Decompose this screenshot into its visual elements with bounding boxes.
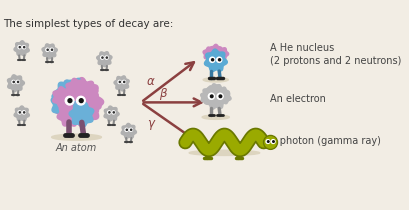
Polygon shape: [54, 78, 103, 127]
Polygon shape: [214, 47, 228, 60]
Circle shape: [50, 48, 53, 51]
Polygon shape: [57, 102, 82, 126]
Polygon shape: [66, 87, 101, 122]
Circle shape: [112, 111, 115, 114]
Circle shape: [13, 81, 14, 83]
Polygon shape: [73, 80, 98, 104]
Circle shape: [272, 141, 274, 142]
Circle shape: [19, 47, 20, 48]
Polygon shape: [204, 49, 227, 72]
Circle shape: [125, 128, 128, 131]
Circle shape: [118, 80, 121, 84]
Circle shape: [218, 95, 221, 98]
Circle shape: [263, 135, 277, 149]
Circle shape: [108, 112, 110, 113]
Circle shape: [264, 137, 276, 148]
Circle shape: [209, 57, 214, 62]
Circle shape: [216, 57, 221, 62]
Polygon shape: [121, 123, 136, 138]
Polygon shape: [42, 44, 57, 59]
Text: An electron: An electron: [269, 94, 325, 104]
Circle shape: [18, 111, 21, 114]
Ellipse shape: [202, 115, 229, 119]
Circle shape: [216, 93, 222, 99]
Polygon shape: [69, 102, 94, 127]
Polygon shape: [217, 91, 231, 104]
Ellipse shape: [189, 150, 259, 155]
Text: A He nucleus
(2 protons and 2 neutrons): A He nucleus (2 protons and 2 neutrons): [269, 43, 400, 66]
Polygon shape: [200, 91, 213, 104]
Circle shape: [130, 129, 131, 130]
Circle shape: [22, 111, 25, 114]
Circle shape: [267, 141, 268, 142]
Polygon shape: [7, 75, 25, 92]
Circle shape: [101, 57, 103, 58]
Circle shape: [210, 95, 213, 98]
Text: β: β: [158, 87, 166, 100]
Ellipse shape: [203, 78, 228, 82]
Circle shape: [106, 57, 107, 58]
Circle shape: [46, 48, 49, 51]
Circle shape: [129, 128, 132, 131]
Circle shape: [271, 140, 274, 143]
Circle shape: [47, 49, 48, 50]
Circle shape: [68, 99, 72, 102]
Circle shape: [113, 112, 114, 113]
Polygon shape: [53, 87, 73, 107]
Polygon shape: [209, 84, 222, 97]
Ellipse shape: [52, 134, 101, 140]
Text: γ: γ: [147, 117, 154, 130]
Circle shape: [211, 59, 213, 61]
Text: α: α: [146, 75, 154, 88]
Circle shape: [218, 59, 220, 61]
Polygon shape: [114, 76, 129, 91]
Circle shape: [18, 81, 19, 83]
Circle shape: [126, 129, 127, 130]
Text: An atom: An atom: [56, 143, 97, 153]
Circle shape: [100, 56, 103, 59]
Circle shape: [23, 112, 25, 113]
Circle shape: [265, 140, 269, 143]
Polygon shape: [52, 79, 94, 121]
Polygon shape: [202, 87, 215, 100]
Polygon shape: [51, 91, 78, 118]
Polygon shape: [57, 78, 92, 113]
Polygon shape: [97, 52, 112, 67]
Polygon shape: [14, 41, 29, 56]
Circle shape: [208, 93, 214, 99]
Circle shape: [16, 80, 19, 84]
Circle shape: [119, 81, 120, 83]
Polygon shape: [74, 94, 99, 118]
Polygon shape: [66, 78, 88, 100]
Circle shape: [23, 47, 25, 48]
Circle shape: [18, 46, 21, 49]
Circle shape: [12, 80, 15, 84]
Circle shape: [79, 99, 83, 102]
Circle shape: [107, 111, 110, 114]
Circle shape: [65, 96, 74, 105]
Circle shape: [122, 80, 125, 84]
Text: The simplest types of decay are:: The simplest types of decay are:: [3, 19, 173, 29]
Circle shape: [123, 81, 124, 83]
Polygon shape: [54, 80, 81, 107]
Circle shape: [22, 46, 25, 49]
Polygon shape: [209, 44, 221, 58]
Circle shape: [19, 112, 20, 113]
Polygon shape: [14, 106, 29, 121]
Polygon shape: [104, 106, 119, 121]
Text: A photon (gamma ray): A photon (gamma ray): [269, 136, 380, 146]
Polygon shape: [216, 87, 229, 100]
Circle shape: [76, 96, 85, 105]
Circle shape: [105, 56, 108, 59]
Polygon shape: [203, 85, 227, 109]
Circle shape: [51, 49, 52, 50]
Polygon shape: [202, 47, 216, 60]
